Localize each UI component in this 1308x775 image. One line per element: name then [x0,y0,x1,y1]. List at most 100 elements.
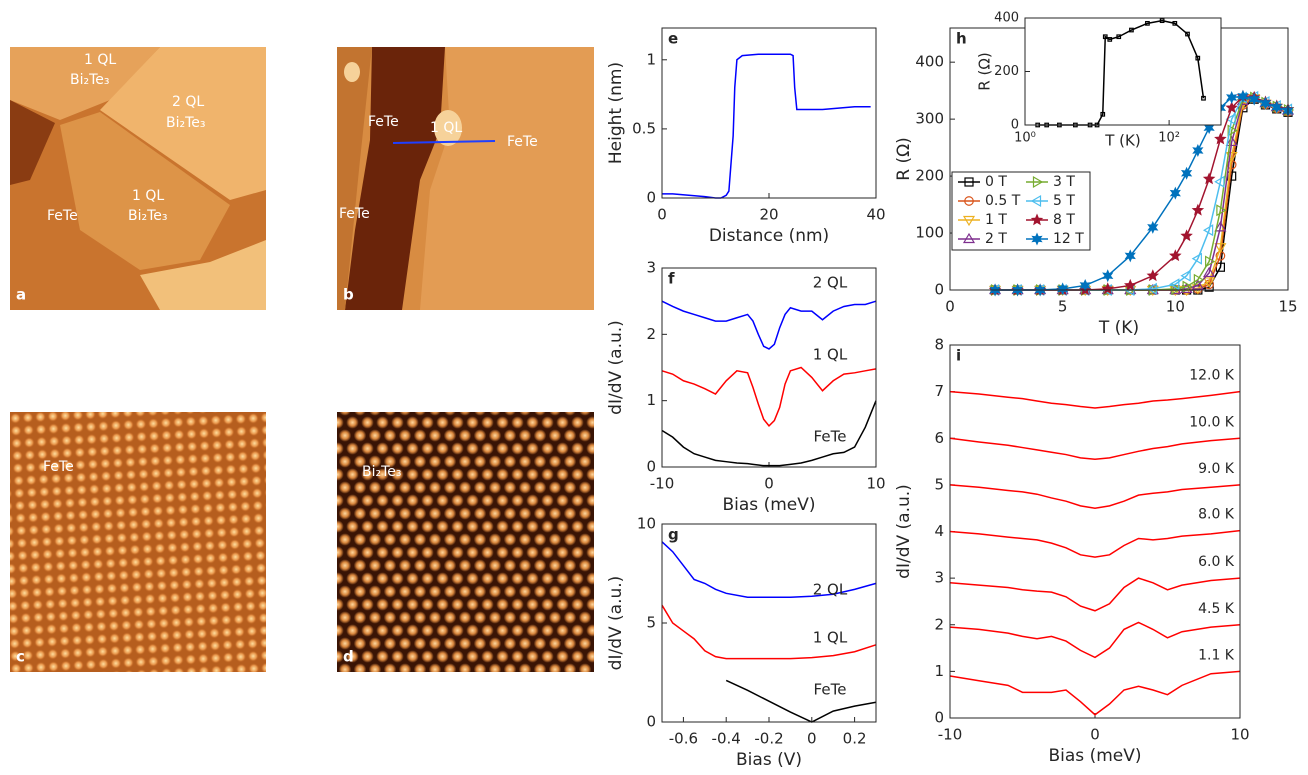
panel-letter: d [343,648,354,666]
x-tick-label: -10 [938,726,963,744]
legend-label: 3 T [1053,174,1075,190]
panel-letter: i [956,347,961,365]
x-tick-label: 40 [866,206,885,224]
figure: 1 QL Bi₂Te₃ 2 QL Bi₂Te₃ 1 QL Bi₂Te₃ FeTe… [0,0,1308,775]
x-axis-label: Bias (meV) [1049,746,1142,766]
x-tick-label: 0 [764,475,774,493]
series-label: 8.0 K [1198,507,1235,523]
x-tick-label: 20 [759,206,778,224]
y-tick-label: 400 [915,53,944,71]
y-tick-label: 0 [1011,118,1019,133]
x-tick-label: -0.6 [669,730,698,748]
legend-label: 1 T [985,212,1007,228]
y-axis-label: dI/dV (a.u.) [606,320,626,415]
x-tick-label: 10 [1166,298,1185,316]
image-label: FeTe [339,206,370,222]
panel-letter: b [343,286,354,304]
series-label: 1.1 K [1198,647,1235,663]
y-tick-label: 300 [915,110,944,128]
x-tick-label: 0.2 [843,730,867,748]
y-tick-label: 5 [934,475,944,493]
series-label: 4.5 K [1198,601,1235,617]
y-axis-label: R (Ω) [976,52,994,90]
stm-image-a: 1 QL Bi₂Te₃ 2 QL Bi₂Te₃ 1 QL Bi₂Te₃ FeTe… [10,47,266,310]
y-tick-label: 200 [994,64,1019,79]
legend-label: 0 T [985,174,1007,190]
y-tick-label: 0 [646,458,656,476]
island [344,62,360,82]
x-tick-label: 0 [657,206,667,224]
image-label: Bi₂Te₃ [70,72,110,88]
x-axis-label: Bias (V) [736,750,802,770]
y-tick-label: 1 [646,391,656,409]
image-label: FeTe [368,114,399,130]
y-axis-label: R (Ω) [894,137,914,180]
x-tick-label: 0 [945,298,955,316]
x-tick-label: -10 [650,475,675,493]
stm-image-b: FeTe 1 QL FeTe FeTe b [337,47,594,310]
x-tick-label: 10² [1158,131,1180,146]
stm-image-d: Bi₂Te₃ d [337,412,594,672]
x-tick-label: -0.4 [712,730,741,748]
y-tick-label: 7 [934,382,944,400]
y-tick-label: 6 [934,429,944,447]
series-label: FeTe [814,428,847,446]
series-label: 1 QL [813,629,848,647]
y-tick-label: 3 [934,569,944,587]
y-axis-label: dI/dV (a.u.) [894,484,914,579]
panel-letter: h [956,30,967,48]
series-label: 6.0 K [1198,554,1235,570]
y-tick-label: 3 [646,259,656,277]
y-tick-label: 5 [646,614,656,632]
chart-panel: -100100123Bias (meV)dI/dV (a.u.)2 QL1 QL… [606,259,886,516]
image-label: FeTe [47,208,78,224]
stm-image-c: FeTe c [10,412,266,672]
x-tick-label: 0 [1090,726,1100,744]
y-tick-label: 2 [934,615,944,633]
x-axis-label: Bias (meV) [723,495,816,515]
image-label: Bi₂Te₃ [128,208,168,224]
legend-label: 0.5 T [985,193,1021,209]
image-label: Bi₂Te₃ [362,464,402,480]
x-tick-label: 5 [1058,298,1068,316]
y-tick-label: 10 [637,515,656,533]
series-label: 10.0 K [1189,414,1235,430]
series-label: 1 QL [813,346,848,364]
y-tick-label: 2 [646,325,656,343]
plot-area [950,345,1240,718]
image-label: 1 QL [84,52,116,68]
legend-label: 5 T [1053,193,1075,209]
panel-letter: g [668,526,679,544]
image-label: Bi₂Te₃ [166,115,206,131]
x-tick-label: -0.2 [754,730,783,748]
image-lattice [337,412,594,672]
image-label: FeTe [507,134,538,150]
x-axis-label: Distance (nm) [709,226,829,246]
legend-label: 8 T [1053,212,1075,228]
y-tick-label: 100 [915,224,944,242]
y-tick-label: 0.5 [632,119,656,137]
panel-letter: c [16,648,25,666]
y-tick-label: 200 [915,167,944,185]
x-tick-label: 15 [1278,298,1297,316]
x-tick-label: 10 [866,475,885,493]
series-label: 9.0 K [1198,461,1235,477]
x-axis-label: T (K) [1098,318,1139,338]
series-label: FeTe [814,681,847,699]
panel-letter: a [16,286,26,304]
legend-label: 2 T [985,231,1007,247]
y-tick-label: 1 [646,50,656,68]
image-label: 1 QL [132,188,164,204]
plot-area [662,28,876,198]
series-label: 2 QL [813,581,848,599]
x-tick-label: 10 [1230,726,1249,744]
y-tick-label: 0 [646,713,656,731]
y-tick-label: 8 [934,336,944,354]
series-label: 2 QL [813,274,848,292]
x-tick-label: 0 [807,730,817,748]
y-axis-label: Height (nm) [606,62,626,164]
y-tick-label: 1 [934,662,944,680]
